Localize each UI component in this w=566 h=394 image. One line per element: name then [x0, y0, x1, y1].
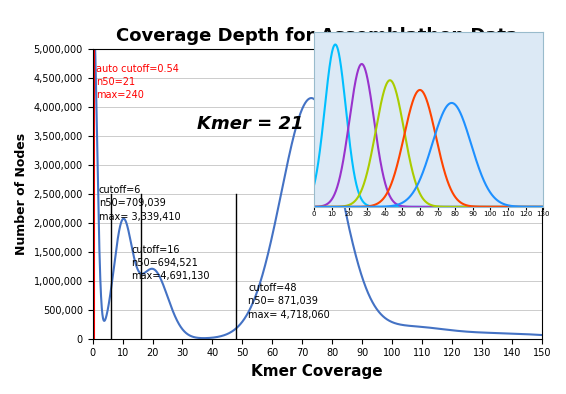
Text: cutoff=6
n50=709,039
max= 3,339,410: cutoff=6 n50=709,039 max= 3,339,410: [98, 185, 180, 222]
Text: Kmer = 21: Kmer = 21: [198, 115, 304, 134]
Text: cutoff=16
n50=694,521
max=4,691,130: cutoff=16 n50=694,521 max=4,691,130: [131, 245, 210, 281]
Text: cutoff=48
n50= 871,039
max= 4,718,060: cutoff=48 n50= 871,039 max= 4,718,060: [248, 283, 330, 320]
Title: Coverage Depth for Assemblathon Data: Coverage Depth for Assemblathon Data: [116, 27, 518, 45]
X-axis label: Kmer Coverage: Kmer Coverage: [251, 364, 383, 379]
Text: auto cutoff=0.54
n50=21
max=240: auto cutoff=0.54 n50=21 max=240: [96, 64, 178, 100]
Y-axis label: Number of Nodes: Number of Nodes: [15, 133, 28, 255]
